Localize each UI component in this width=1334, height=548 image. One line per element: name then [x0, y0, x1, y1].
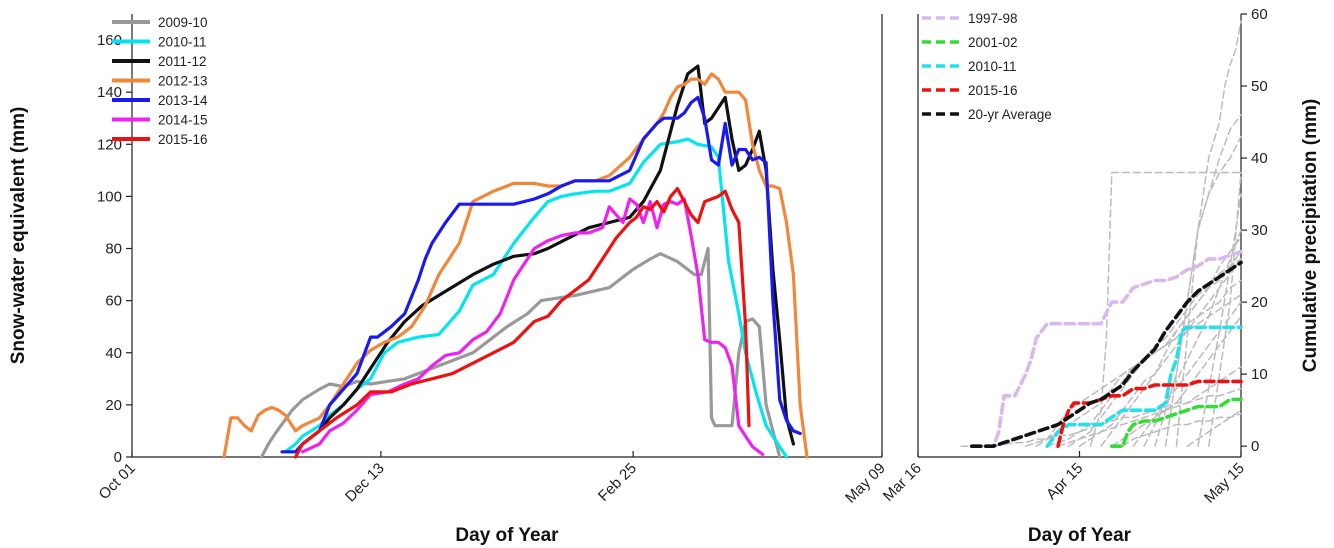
p0-legend-label-2012-13: 2012-13: [158, 74, 208, 89]
p0-y-tick-label-80: 80: [105, 241, 122, 258]
p1-y-tick-label-10: 10: [1251, 366, 1268, 383]
p0-legend-label-2010-11: 2010-11: [158, 35, 207, 50]
p1-legend-label-2015-16: 2015-16: [968, 83, 1018, 98]
right-panel-precipitation: 0 10 20 30 40 50 60 Mar 16 Apr 15 May 15 Day of Ye…: [880, 6, 1321, 546]
p1-series-station-11: [1078, 258, 1242, 447]
p1-series-2015-16: [1056, 379, 1243, 449]
p1-series-station-5: [960, 387, 1242, 447]
p0-series-2013-14: [280, 95, 802, 454]
p0-x-axis-label: Day of Year: [455, 525, 559, 546]
p0-y-tick-label-0: 0: [114, 449, 122, 466]
p0-series-2009-10: [259, 246, 782, 459]
p0-legend-label-2013-14: 2013-14: [158, 93, 208, 108]
p1-x-tick-label-may-15: May 15: [1201, 460, 1248, 507]
p0-legend-label-2015-16: 2015-16: [158, 132, 208, 147]
p1-x-axis-label: Day of Year: [1028, 525, 1132, 546]
p1-series-20-yr-average: [969, 260, 1243, 449]
p0-x-tick-label-oct-01: Oct 01: [96, 460, 139, 503]
p1-y-tick-label-50: 50: [1251, 78, 1268, 95]
p0-y-axis-label: Snow-water equivalent (mm): [8, 107, 29, 365]
p1-y-tick-label-20: 20: [1251, 294, 1268, 311]
p0-series-2014-15: [300, 197, 765, 456]
p0-legend-label-2011-12: 2011-12: [158, 54, 207, 69]
p1-x-tick-label-mar-16: Mar 16: [880, 460, 925, 505]
p1-y-tick-label-60: 60: [1251, 6, 1268, 23]
p1-series-station-18: [1175, 20, 1242, 447]
p1-y-tick-label-0: 0: [1251, 438, 1259, 455]
p1-series-station-6: [1024, 236, 1242, 447]
p1-series-station-22: [1197, 193, 1242, 447]
p1-series-2010-11: [1045, 325, 1243, 449]
p1-series-station-9: [1057, 366, 1242, 447]
p0-x-tick-label-dec-13: Dec 13: [342, 460, 388, 506]
p1-series-station-23: [1207, 171, 1242, 447]
p0-series-2011-12: [300, 64, 796, 446]
p1-series-station-21: [1186, 409, 1242, 447]
p0-y-tick-label-20: 20: [105, 397, 122, 414]
p1-series-1997-98: [969, 249, 1243, 449]
p0-series-2015-16: [294, 187, 751, 459]
p1-series-station-16: [1154, 135, 1242, 447]
p0-y-tick-label-40: 40: [105, 345, 122, 362]
p0-y-tick-label-60: 60: [105, 293, 122, 310]
p0-y-tick-label-160: 160: [97, 32, 122, 49]
p1-series-2001-02: [1110, 397, 1243, 449]
p0-y-tick-label-140: 140: [97, 84, 122, 101]
p1-series-station-12: [1089, 171, 1242, 447]
p1-series-station-17: [1164, 114, 1242, 447]
p1-y-axis-label: Cumulative precipitation (mm): [1300, 99, 1321, 372]
p1-y-tick-label-30: 30: [1251, 222, 1268, 239]
p1-series-station-19: [1143, 229, 1242, 447]
p1-x-tick-label-apr-15: Apr 15: [1043, 460, 1086, 503]
p1-series-station-13: [1100, 250, 1242, 447]
p1-series-station-20: [1121, 413, 1242, 447]
p1-legend-label-2010-11: 2010-11: [968, 59, 1017, 74]
p0-x-tick-label-may-09: May 09: [842, 460, 889, 507]
p1-y-tick-label-40: 40: [1251, 150, 1268, 167]
p0-y-tick-label-100: 100: [97, 188, 122, 205]
p0-legend-label-2014-15: 2014-15: [158, 113, 208, 128]
p0-series-2012-13: [222, 72, 809, 459]
p1-legend-label-20-yr-average: 20-yr Average: [968, 107, 1052, 122]
p1-series-station-14: [1111, 315, 1242, 447]
p0-x-tick-label-feb-25: Feb 25: [595, 460, 640, 505]
p1-legend-label-2001-02: 2001-02: [968, 35, 1018, 50]
p0-legend-label-2009-10: 2009-10: [158, 15, 208, 30]
p1-legend-label-1997-98: 1997-98: [968, 11, 1018, 26]
